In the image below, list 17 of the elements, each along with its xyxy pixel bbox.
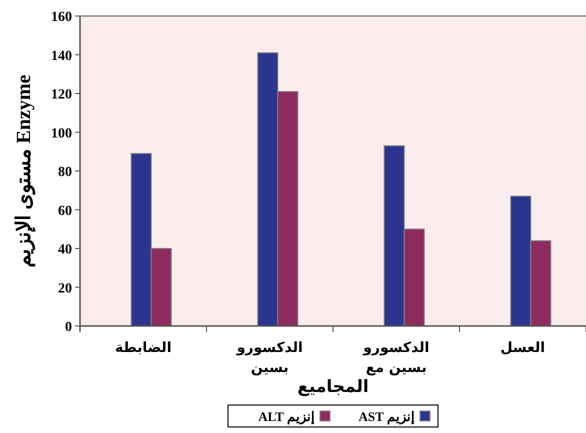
y-tick-label: 100: [51, 126, 72, 142]
legend-label: إنزيم AST: [358, 409, 415, 425]
y-tick-label: 140: [51, 48, 72, 64]
x-axis-title: المجاميع: [297, 377, 369, 397]
legend-label: إنزيم ALT: [258, 409, 315, 425]
x-tick-label: العسل: [500, 340, 546, 356]
y-tick-label: 80: [58, 165, 72, 180]
y-tick-label: 160: [51, 10, 72, 25]
y-axis-title: Enzyme مستوى الإنزيم: [13, 74, 36, 268]
x-tick-label: الدكسورو بسين: [236, 340, 303, 376]
x-tick-label: الدكسورو بسين مع: [362, 340, 430, 376]
y-tick-label: 40: [58, 242, 72, 258]
y-tick-label: 120: [51, 88, 72, 102]
x-tick-label: الضابطة: [115, 340, 172, 356]
y-tick-label: 60: [58, 204, 72, 219]
y-tick-label: 0: [65, 320, 72, 335]
y-tick-label: 20: [58, 281, 72, 296]
